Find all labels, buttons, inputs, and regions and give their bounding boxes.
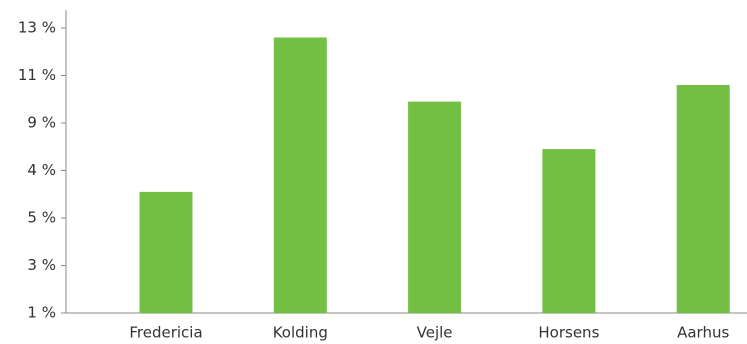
y-tick-label: 1 % xyxy=(27,304,56,322)
bar xyxy=(273,37,327,313)
y-tick-label: 13 % xyxy=(18,19,56,37)
x-tick-label: Horsens xyxy=(538,324,599,342)
y-tick-label: 3 % xyxy=(27,256,56,274)
y-tick-label: 5 % xyxy=(27,209,56,227)
x-tick-label: Fredericia xyxy=(129,324,202,342)
bar xyxy=(408,101,462,313)
bar xyxy=(542,149,596,313)
y-tick-label: 4 % xyxy=(27,161,56,179)
bar xyxy=(139,191,193,313)
y-tick-label: 9 % xyxy=(27,114,56,132)
x-tick-label: Kolding xyxy=(273,324,328,342)
x-tick-label: Vejle xyxy=(417,324,453,342)
y-tick-label: 11 % xyxy=(18,66,56,84)
x-tick-label: Aarhus xyxy=(677,324,729,342)
bar xyxy=(676,85,730,313)
